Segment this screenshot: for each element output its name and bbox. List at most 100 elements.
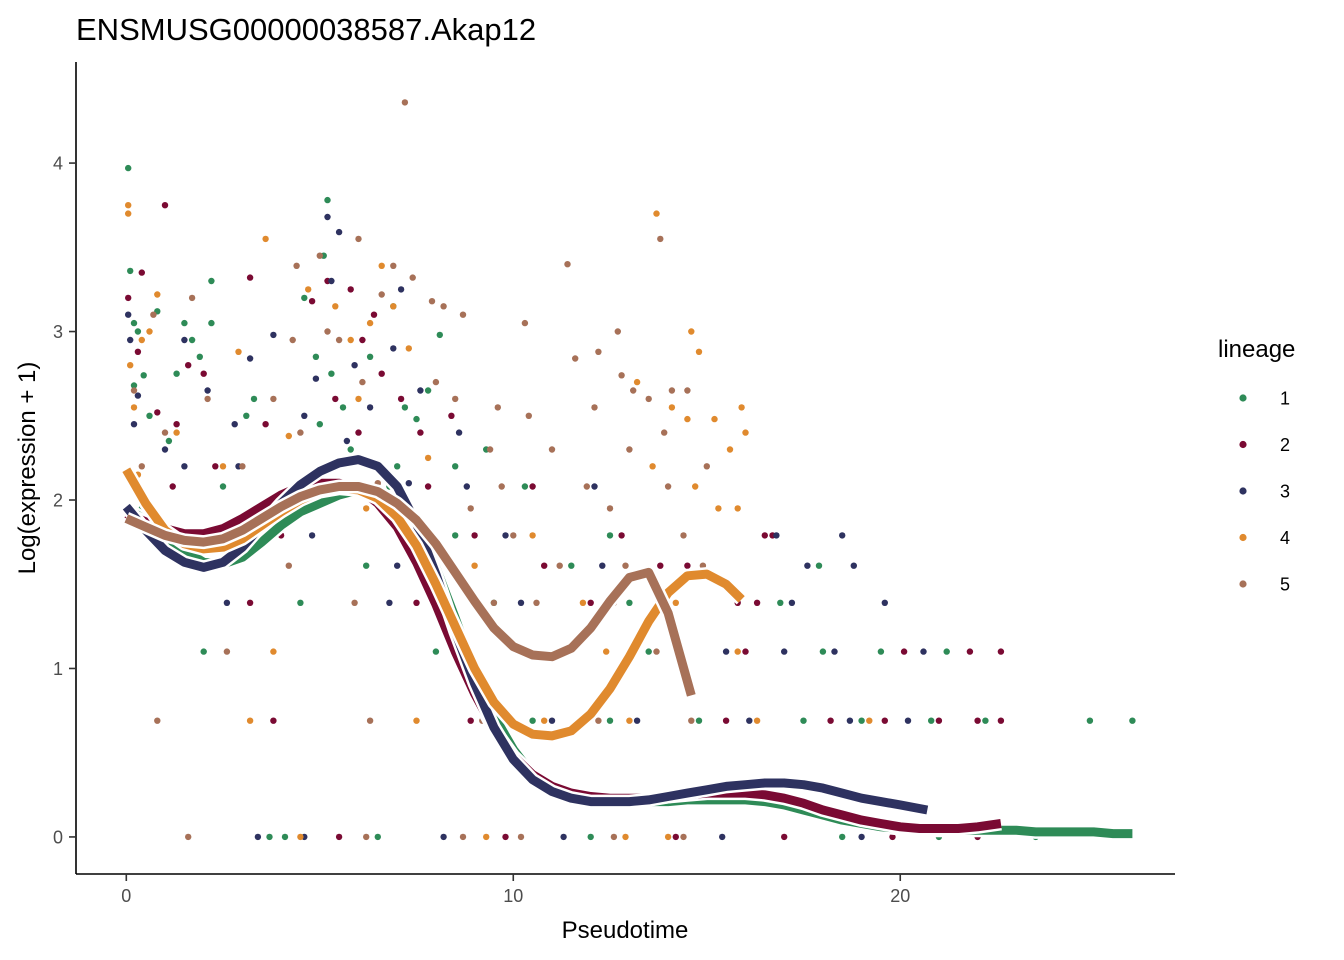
data-point: [618, 372, 625, 379]
y-tick-label: 3: [53, 322, 63, 342]
legend-key: [1239, 580, 1247, 588]
data-point: [591, 483, 598, 490]
data-point: [125, 202, 132, 209]
data-point: [668, 404, 676, 411]
data-point: [684, 387, 691, 394]
lineage-4-curve: [122, 467, 745, 741]
data-point: [154, 717, 161, 724]
data-point: [246, 274, 254, 281]
data-point: [413, 717, 420, 724]
data-point: [773, 532, 780, 539]
y-tick-label: 0: [53, 827, 63, 847]
data-point: [347, 336, 354, 344]
data-point: [297, 599, 304, 606]
data-point: [246, 599, 254, 606]
data-point: [568, 562, 575, 569]
data-point: [997, 717, 1005, 724]
data-point: [746, 717, 753, 724]
data-point: [649, 463, 656, 470]
data-point: [583, 483, 590, 490]
data-point: [366, 717, 374, 724]
data-point: [374, 833, 381, 841]
legend-key: [1239, 394, 1247, 402]
data-point: [804, 562, 811, 569]
data-point: [181, 319, 188, 327]
data-point: [455, 429, 463, 436]
data-point: [424, 454, 432, 462]
data-point: [738, 404, 745, 411]
data-point: [742, 429, 749, 436]
data-point: [753, 717, 761, 724]
data-point: [347, 286, 354, 293]
data-point: [680, 833, 687, 841]
data-point: [781, 833, 788, 841]
x-tick-label: 10: [503, 886, 523, 906]
data-point: [498, 483, 505, 490]
data-point: [645, 395, 652, 403]
data-point: [521, 319, 529, 327]
data-point: [424, 387, 432, 394]
data-point: [452, 395, 459, 403]
series-2-points: [125, 202, 1005, 841]
data-point: [262, 235, 269, 243]
data-point: [363, 562, 370, 569]
data-point: [366, 353, 374, 360]
legend-key: [1239, 440, 1247, 449]
data-point: [614, 328, 621, 335]
legend-label: 2: [1280, 435, 1290, 455]
y-ticks: 0 1 2 3 4: [53, 154, 76, 847]
points-layer: [125, 99, 1136, 841]
data-point: [173, 421, 180, 428]
data-point: [664, 833, 672, 841]
data-point: [467, 717, 474, 724]
data-point: [390, 262, 397, 269]
y-tick-label: 4: [53, 154, 63, 174]
data-point: [483, 833, 490, 841]
legend-key: [1239, 533, 1247, 542]
data-point: [831, 648, 838, 655]
data-point: [827, 717, 834, 724]
data-point: [517, 599, 525, 606]
data-point: [734, 505, 741, 512]
legend-entry-1: 1: [1239, 389, 1290, 409]
series-4-points: [125, 202, 873, 841]
data-point: [672, 599, 679, 606]
data-point: [328, 370, 335, 377]
data-point: [587, 833, 594, 841]
data-point: [293, 262, 300, 269]
data-point: [219, 483, 227, 490]
legend-label: 3: [1280, 482, 1290, 502]
data-point: [715, 505, 722, 512]
data-point: [722, 648, 730, 655]
data-point: [599, 562, 606, 569]
series-5-points: [130, 99, 710, 841]
data-point: [134, 392, 142, 399]
data-point: [556, 562, 563, 569]
data-point: [711, 415, 718, 423]
curves-layer: [120, 452, 1133, 841]
data-point: [502, 833, 509, 841]
data-point: [208, 319, 215, 327]
data-point: [432, 378, 440, 386]
data-point: [223, 599, 231, 606]
data-point: [188, 294, 196, 302]
data-point: [130, 404, 138, 411]
data-point: [788, 599, 796, 606]
data-point: [633, 717, 641, 724]
data-point: [502, 532, 509, 539]
y-tick-label: 1: [53, 659, 63, 679]
data-point: [920, 648, 927, 655]
data-point: [262, 421, 269, 428]
data-point: [548, 717, 556, 724]
data-point: [355, 429, 362, 436]
data-point: [219, 463, 227, 470]
data-point: [490, 599, 498, 606]
data-point: [339, 404, 347, 411]
data-point: [359, 378, 366, 386]
data-point: [370, 311, 378, 318]
data-point: [359, 336, 366, 344]
data-point: [664, 483, 672, 490]
y-tick-label: 2: [53, 491, 63, 511]
data-point: [200, 648, 207, 655]
